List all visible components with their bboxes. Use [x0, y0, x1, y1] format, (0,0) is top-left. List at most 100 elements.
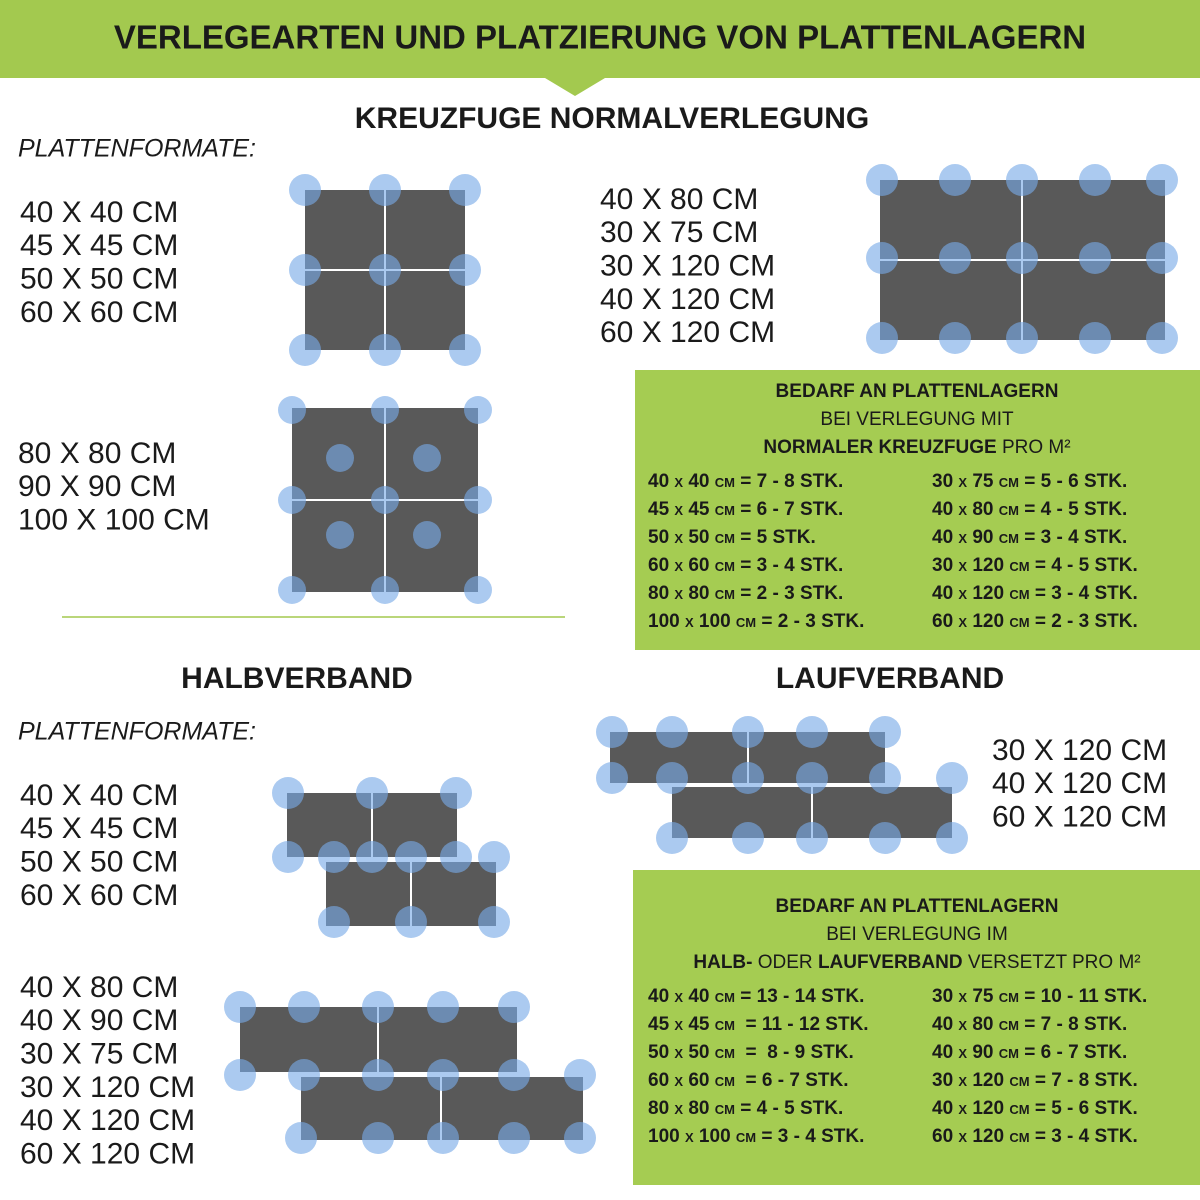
tile-support: [1146, 242, 1178, 274]
format: 40 X 40 CM: [20, 779, 178, 812]
box-subheading-part: NORMALER KREUZFUGE: [763, 437, 996, 458]
tile-support: [318, 906, 350, 938]
requirement-row: 40 x 90 cm = 6 - 7 STK.: [932, 1042, 1127, 1063]
format: 80 X 80 CM: [18, 437, 176, 470]
tile-support: [289, 334, 321, 366]
requirement-row: 30 x 75 cm = 5 - 6 STK.: [932, 471, 1127, 492]
format: 40 X 80 CM: [20, 971, 178, 1004]
tile-support: [440, 777, 472, 809]
box-subheading-part: HALB-: [693, 952, 752, 973]
tile-support: [289, 174, 321, 206]
format: 30 X 75 CM: [600, 216, 758, 249]
requirement-row: 40 x 40 cm = 7 - 8 STK.: [648, 471, 843, 492]
tile-support: [596, 716, 628, 748]
tile-support: [1006, 164, 1038, 196]
format: 60 X 120 CM: [20, 1137, 195, 1170]
tile-support: [285, 1122, 317, 1154]
tile-support: [732, 716, 764, 748]
format: 60 X 120 CM: [992, 801, 1167, 834]
format: 60 X 120 CM: [600, 316, 775, 349]
tile-support: [1079, 164, 1111, 196]
box-subheading: BEI VERLEGUNG MIT: [820, 409, 1014, 430]
tile-support: [449, 254, 481, 286]
requirement-row: 60 x 120 cm = 3 - 4 STK.: [932, 1126, 1138, 1147]
box-heading: BEDARF AN PLATTENLAGERN: [776, 381, 1059, 402]
tile-support: [362, 991, 394, 1023]
tile-support: [732, 762, 764, 794]
requirement-row: 40 x 90 cm = 3 - 4 STK.: [932, 527, 1127, 548]
tile-support: [939, 242, 971, 274]
format: 30 X 75 CM: [20, 1038, 178, 1071]
tile-support: [464, 396, 492, 424]
tile-support: [1006, 242, 1038, 274]
requirement-row: 30 x 75 cm = 10 - 11 STK.: [932, 986, 1147, 1007]
format: 50 X 50 CM: [20, 263, 178, 296]
requirement-row: 100 x 100 cm = 2 - 3 STK.: [648, 611, 864, 632]
format: 40 X 120 CM: [600, 283, 775, 316]
tile-support: [288, 991, 320, 1023]
box-subheading: HALB- ODER LAUFVERBAND VERSETZT PRO M²: [693, 952, 1140, 973]
title-bar: [0, 0, 1200, 78]
requirement-row: 50 x 50 cm = 5 STK.: [648, 527, 816, 548]
tile-support: [288, 1059, 320, 1091]
format: 30 X 120 CM: [600, 250, 775, 283]
requirement-row: 50 x 50 cm = 8 - 9 STK.: [648, 1042, 854, 1063]
heading: KREUZFUGE NORMALVERLEGUNG: [355, 102, 869, 135]
format: 40 X 120 CM: [20, 1104, 195, 1137]
tile-support: [272, 777, 304, 809]
tile-support: [427, 991, 459, 1023]
requirement-row: 45 x 45 cm = 6 - 7 STK.: [648, 499, 843, 520]
requirement-row: 80 x 80 cm = 4 - 5 STK.: [648, 1098, 843, 1119]
tile-support: [656, 762, 688, 794]
format: 40 X 90 CM: [20, 1004, 178, 1037]
tile-support: [224, 1059, 256, 1091]
tile-support: [371, 576, 399, 604]
tile-support: [866, 164, 898, 196]
tile-support: [1079, 322, 1111, 354]
format: 50 X 50 CM: [20, 846, 178, 879]
tile-support: [362, 1122, 394, 1154]
tile-support: [326, 521, 354, 549]
tile-support: [369, 334, 401, 366]
box-subheading-part: VERSETZT PRO M²: [963, 952, 1141, 973]
requirement-row: 80 x 80 cm = 2 - 3 STK.: [648, 583, 843, 604]
format: 45 X 45 CM: [20, 229, 178, 262]
tile-support: [326, 444, 354, 472]
tile-support: [936, 762, 968, 794]
title: VERLEGEARTEN UND PLATZIERUNG VON PLATTEN…: [114, 19, 1086, 56]
tile-support: [395, 841, 427, 873]
box-subheading: BEI VERLEGUNG IM: [826, 924, 1008, 945]
info-box: [633, 870, 1200, 1185]
tile-support: [356, 777, 388, 809]
tile-support: [498, 991, 530, 1023]
tile-support: [427, 1122, 459, 1154]
format: 60 X 60 CM: [20, 879, 178, 912]
tile-support: [796, 822, 828, 854]
box-subheading-part: PRO M²: [997, 437, 1071, 458]
title-pointer: [545, 78, 605, 96]
tile-support: [869, 762, 901, 794]
label: PLATTENFORMATE:: [18, 135, 256, 163]
info-box: [635, 370, 1200, 650]
requirement-row: 60 x 60 cm = 6 - 7 STK.: [648, 1070, 849, 1091]
tile-support: [564, 1059, 596, 1091]
requirement-row: 30 x 120 cm = 4 - 5 STK.: [932, 555, 1138, 576]
requirement-row: 40 x 80 cm = 7 - 8 STK.: [932, 1014, 1127, 1035]
tile-support: [866, 322, 898, 354]
tile-support: [564, 1122, 596, 1154]
requirement-row: 40 x 120 cm = 5 - 6 STK.: [932, 1098, 1138, 1119]
heading: LAUFVERBAND: [776, 662, 1004, 695]
format: 30 X 120 CM: [20, 1071, 195, 1104]
format: 100 X 100 CM: [18, 504, 210, 537]
box-subheading-part: LAUFVERBAND: [818, 952, 963, 973]
tile-support: [656, 822, 688, 854]
tile-support: [732, 822, 764, 854]
box-subheading: NORMALER KREUZFUGE PRO M²: [763, 437, 1070, 458]
tile-support: [869, 822, 901, 854]
tile-support: [939, 164, 971, 196]
requirement-row: 45 x 45 cm = 11 - 12 STK.: [648, 1014, 869, 1035]
tile-support: [413, 444, 441, 472]
box-heading: BEDARF AN PLATTENLAGERN: [776, 896, 1059, 917]
box-subheading-part: ODER: [752, 952, 817, 973]
tile-support: [278, 396, 306, 424]
